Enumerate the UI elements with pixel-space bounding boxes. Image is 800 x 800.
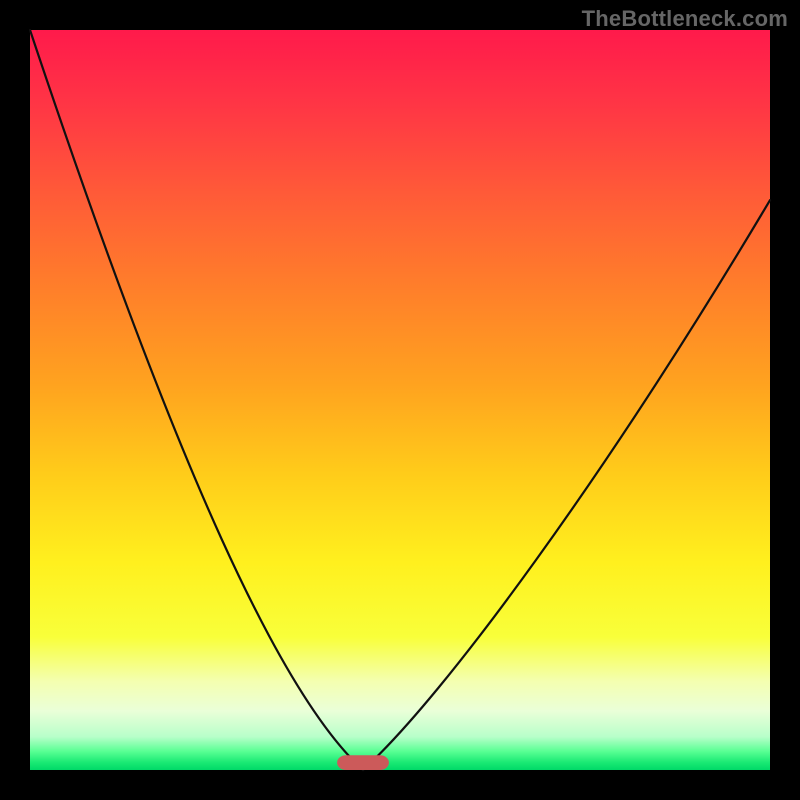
chart-container: { "watermark": { "text": "TheBottleneck.… (0, 0, 800, 800)
bottleneck-chart (0, 0, 800, 800)
optimal-point-marker (337, 755, 389, 770)
watermark-text: TheBottleneck.com (582, 6, 788, 32)
plot-background (30, 30, 770, 770)
